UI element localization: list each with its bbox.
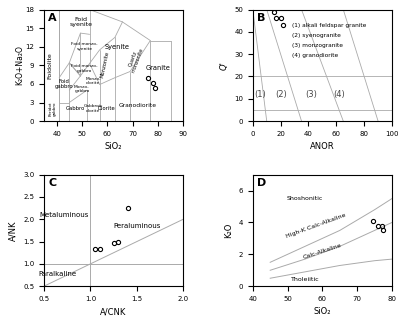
Text: Gabbroic
diorite: Gabbroic diorite: [84, 104, 103, 113]
Text: (4) granodiorite: (4) granodiorite: [292, 53, 338, 58]
Text: Tholeiitic: Tholeiitic: [291, 277, 319, 282]
Text: Foidolite: Foidolite: [48, 52, 53, 79]
Text: D: D: [257, 178, 266, 188]
Text: Granite: Granite: [146, 66, 170, 72]
Text: (2): (2): [275, 90, 286, 99]
Text: Shoshonitic: Shoshonitic: [287, 196, 323, 201]
Text: Peridot
gabbro: Peridot gabbro: [48, 101, 57, 116]
X-axis label: ANOR: ANOR: [310, 142, 335, 151]
Text: (1): (1): [254, 90, 266, 99]
Text: A: A: [48, 13, 57, 23]
Text: Syenite: Syenite: [105, 44, 130, 50]
Y-axis label: A/NK: A/NK: [8, 220, 18, 241]
Text: Metaluminous: Metaluminous: [40, 212, 89, 218]
Text: Foid monzo-
syenite: Foid monzo- syenite: [71, 42, 98, 51]
Text: Peraluminous: Peraluminous: [113, 223, 160, 229]
Text: Diorite: Diorite: [97, 106, 115, 111]
X-axis label: A/CNK: A/CNK: [100, 308, 127, 316]
X-axis label: SiO₂: SiO₂: [314, 308, 331, 316]
Text: (3): (3): [305, 90, 317, 99]
Text: (1) alkali feldspar granite: (1) alkali feldspar granite: [292, 23, 366, 28]
Text: Foid monzo-
gabbro: Foid monzo- gabbro: [71, 64, 98, 73]
Text: Foid
gabbro: Foid gabbro: [55, 79, 74, 89]
Text: Foid
syenite: Foid syenite: [69, 17, 92, 27]
Text: Monzonite: Monzonite: [100, 50, 110, 78]
Text: B: B: [257, 13, 265, 23]
Text: Gabbro: Gabbro: [66, 106, 85, 111]
Text: (3) monzogranite: (3) monzogranite: [292, 43, 343, 48]
Text: (2) syenogranite: (2) syenogranite: [292, 33, 341, 38]
Text: Monzo-
diorite: Monzo- diorite: [86, 77, 101, 85]
Text: Calc-Alkaline: Calc-Alkaline: [302, 243, 342, 260]
Text: Paralkaline: Paralkaline: [39, 271, 77, 277]
Y-axis label: K₂O+Na₂O: K₂O+Na₂O: [15, 45, 24, 85]
Text: (4): (4): [333, 90, 345, 99]
Y-axis label: K₂O: K₂O: [224, 223, 233, 238]
X-axis label: SiO₂: SiO₂: [105, 142, 122, 151]
Text: Granodiorite: Granodiorite: [119, 103, 157, 108]
Y-axis label: Q': Q': [220, 61, 228, 70]
Text: C: C: [48, 178, 56, 188]
Text: Monzo-
gabbro: Monzo- gabbro: [74, 85, 90, 93]
Text: Quartz
monzonite: Quartz monzonite: [126, 45, 145, 73]
Text: High-K Calc-Alkaline: High-K Calc-Alkaline: [285, 212, 346, 239]
